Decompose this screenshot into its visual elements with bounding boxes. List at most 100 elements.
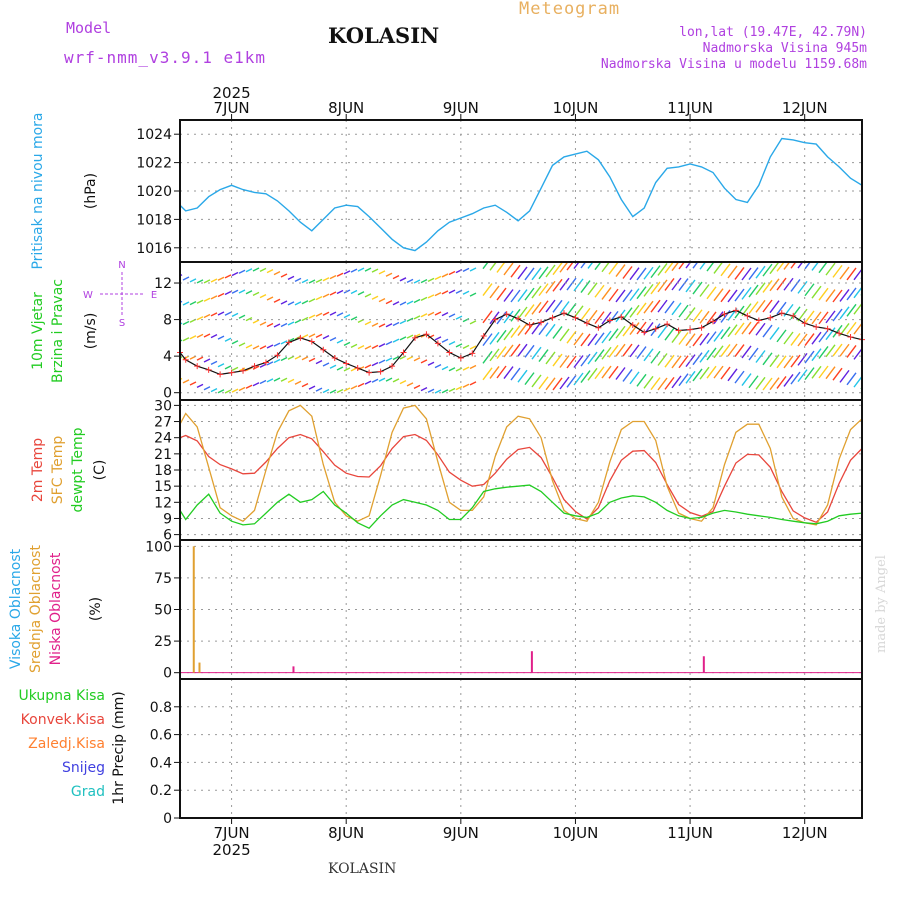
wind-gust-marker [721, 311, 728, 318]
wind-barb [594, 366, 605, 380]
wind-barb [846, 303, 857, 317]
wind-gust-marker [836, 330, 843, 337]
wind-barb [839, 343, 850, 357]
wind-barb [420, 313, 428, 318]
wind-barb [259, 267, 267, 272]
wind-barb [315, 295, 323, 301]
wind-barb [245, 317, 253, 322]
wind-barb [622, 343, 633, 357]
wind-barb [210, 312, 218, 317]
wind-barb [776, 375, 787, 389]
wind-barb [399, 380, 407, 385]
wind-barb [441, 311, 449, 317]
wind-gust-marker [538, 319, 545, 326]
wind-barb [783, 331, 794, 345]
wind-gust-marker [813, 323, 820, 330]
pressure-ytick-label: 1016 [136, 241, 172, 257]
wind-barb [566, 374, 577, 388]
wind-gust-marker [182, 356, 189, 363]
wind-barb [182, 337, 190, 342]
wind-barb [252, 382, 260, 387]
wind-barb [385, 272, 393, 277]
wind-barb [301, 356, 309, 361]
wind-barb [301, 279, 309, 284]
wind-barb [392, 301, 400, 306]
wind-barb [650, 377, 661, 391]
wind-barb [629, 322, 640, 336]
wind-barb [846, 345, 857, 358]
wind-barb [489, 331, 500, 345]
wind-barb [657, 279, 668, 293]
wind-barb [469, 292, 477, 297]
wind-barb [643, 283, 654, 297]
wind-barb [350, 343, 358, 348]
wind-barb [650, 265, 661, 279]
wind-barb [755, 322, 766, 336]
wind-barb [294, 319, 302, 324]
wind-gust-marker [755, 317, 762, 324]
wind-barb [825, 310, 836, 324]
wind-barb [769, 278, 780, 292]
x-tick-label-top: 12JUN [782, 99, 828, 117]
wind-barb [783, 262, 791, 270]
wind-barb [825, 344, 836, 358]
wind-barb [636, 373, 647, 387]
wind-barb [720, 344, 731, 357]
wind-barb [392, 321, 400, 327]
model-name: wrf-nmm_v3.9.1 e1km [64, 48, 267, 67]
wind-barb [629, 371, 640, 385]
wind-barb [315, 387, 323, 392]
wind-barb [315, 333, 323, 338]
wind-barb [671, 375, 682, 389]
wind-barb [399, 319, 407, 325]
temperature-ytick-label: 27 [154, 415, 172, 431]
wind-barb [252, 291, 260, 296]
wind-barb [517, 323, 528, 336]
wind-barb [601, 346, 612, 360]
wind-gust-marker [434, 340, 441, 347]
precipitation-ytick-label: 0 [163, 811, 172, 827]
wind-gust-marker [606, 317, 613, 324]
compass-e: E [151, 290, 157, 301]
wind-barb [741, 267, 752, 281]
temperature-ytick-label: 21 [154, 447, 172, 463]
wind-barb [203, 386, 211, 391]
wind-barb [280, 356, 288, 362]
wind-barb [559, 328, 570, 342]
mid-cloud-bar [198, 662, 201, 673]
wind-barb [245, 344, 253, 349]
wind-barb [538, 376, 549, 390]
model-label: Model [66, 19, 112, 37]
wind-gust-marker [274, 352, 281, 359]
wind-barb [510, 308, 521, 322]
wind-barb [252, 267, 260, 272]
wind-barb [224, 290, 232, 296]
wind-barb [336, 289, 344, 295]
wind-barb [210, 388, 218, 393]
wind-barb [336, 312, 344, 317]
wind-barb [385, 377, 393, 382]
wind-barb [413, 384, 421, 389]
precipitation-frame [179, 678, 863, 819]
wind-barb [755, 265, 766, 279]
wind-barb [657, 299, 668, 313]
wind-barb [273, 342, 281, 347]
x-tick-label-bottom: 12JUN [782, 824, 828, 842]
wind-barb [420, 279, 428, 284]
wind-barb [608, 288, 619, 302]
wind-barb [524, 372, 535, 386]
compass-w: W [83, 290, 93, 301]
wind-barb [776, 329, 787, 343]
wind-barb [448, 367, 456, 372]
wind-barb [322, 311, 330, 316]
wind-barb [420, 296, 428, 301]
wind-barb [322, 362, 330, 367]
wind-barb [462, 344, 470, 349]
wind-gust-marker [492, 316, 499, 323]
wind-barb [804, 283, 815, 297]
wind-barb [531, 285, 542, 299]
wind-barb [399, 336, 407, 341]
wind-barb [671, 262, 680, 272]
wind-barb [434, 291, 442, 297]
wind-barb [238, 269, 246, 274]
